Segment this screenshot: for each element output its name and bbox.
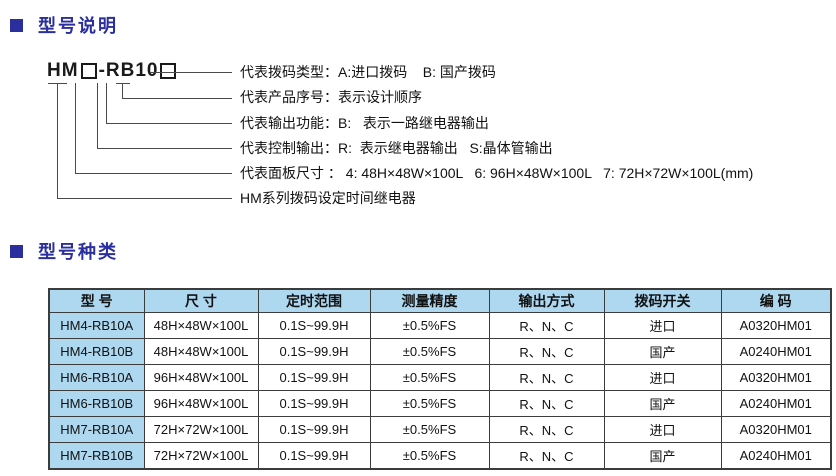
table-cell: 国产 — [603, 338, 722, 365]
table-cell: A0240HM01 — [720, 338, 832, 365]
connector-line — [122, 98, 232, 99]
table-cell: R、N、C — [488, 442, 605, 470]
table-cell: A0240HM01 — [720, 390, 832, 417]
table-cell: ±0.5%FS — [369, 416, 490, 443]
section-bullet-icon — [10, 244, 23, 258]
column-header: 编 码 — [720, 288, 832, 313]
column-header: 定时范围 — [257, 288, 371, 313]
table-cell: ±0.5%FS — [369, 312, 490, 339]
table-cell: R、N、C — [488, 338, 605, 365]
table-cell: 72H×72W×100L — [143, 416, 259, 443]
table-cell: 72H×72W×100L — [143, 442, 259, 470]
model-number-cell: HM7-RB10A — [48, 416, 145, 443]
header-row: 型 号尺 寸定时范围 测量精度 输出方式 拨码开关编 码 — [48, 288, 832, 313]
table-cell: R、N、C — [488, 312, 605, 339]
connector-line — [57, 198, 232, 199]
table-body: HM4-RB10A 48H×48W×100L 0.1S~99.9H ±0.5%FS R、… — [48, 312, 832, 470]
table-cell: 0.1S~99.9H — [257, 416, 371, 443]
table-row: HM7-RB10A 72H×72W×100L 0.1S~99.9H ±0.5%FS R、… — [48, 416, 832, 443]
model-number-cell: HM6-RB10A — [48, 364, 145, 391]
model-box-dial-type — [160, 63, 177, 79]
model-code: HM -RB10 — [47, 60, 178, 81]
table-row: HM4-RB10B 48H×48W×100L 0.1S~99.9H ±0.5%FS R、… — [48, 338, 832, 365]
table-row: HM4-RB10A 48H×48W×100L 0.1S~99.9H ±0.5%FS R、… — [48, 312, 832, 339]
model-types-table: 型 号尺 寸定时范围 测量精度 输出方式 拨码开关编 码 HM4-RB10A 48H×4… — [48, 288, 832, 470]
table-row: HM6-RB10A 96H×48W×100L 0.1S~99.9H ±0.5%FS R、… — [48, 364, 832, 391]
model-number-cell: HM6-RB10B — [48, 390, 145, 417]
connector-bar — [116, 83, 130, 84]
section-header-model-types: 型号种类 — [10, 238, 118, 264]
column-header: 拨码开关 — [603, 288, 722, 313]
column-header: 尺 寸 — [143, 288, 259, 313]
table-cell: 0.1S~99.9H — [257, 338, 371, 365]
table-cell: 0.1S~99.9H — [257, 312, 371, 339]
table-head: 型 号尺 寸定时范围 测量精度 输出方式 拨码开关编 码 — [48, 288, 832, 313]
section-header-model-description: 型号说明 — [10, 12, 118, 38]
model-number-cell: HM7-RB10B — [48, 442, 145, 470]
annotation-series-name: HM系列拨码设定时间继电器 — [240, 190, 416, 206]
table-cell: 进口 — [603, 364, 722, 391]
annotation-control-output: 代表控制输出：R: 表示继电器输出 S:晶体管输出 — [240, 140, 553, 156]
annotation-product-serial: 代表产品序号：表示设计顺序 — [240, 89, 422, 105]
table-cell: A0320HM01 — [720, 416, 832, 443]
connector-line — [122, 83, 123, 98]
table-cell: 0.1S~99.9H — [257, 442, 371, 470]
connector-line — [150, 72, 232, 73]
table-cell: 96H×48W×100L — [143, 390, 259, 417]
table-cell: A0240HM01 — [720, 442, 832, 470]
model-mid: -RB10 — [98, 60, 159, 81]
connector-line — [106, 123, 232, 124]
connector-line — [57, 83, 58, 198]
table-cell: A0320HM01 — [720, 364, 832, 391]
connector-line — [75, 83, 76, 173]
table-cell: R、N、C — [488, 416, 605, 443]
table-cell: ±0.5%FS — [369, 442, 490, 470]
table-cell: ±0.5%FS — [369, 364, 490, 391]
table-cell: ±0.5%FS — [369, 390, 490, 417]
model-prefix: HM — [47, 60, 79, 81]
table-row: HM7-RB10B 72H×72W×100L 0.1S~99.9H ±0.5%FS R、… — [48, 442, 832, 470]
section-title: 型号说明 — [38, 16, 118, 36]
model-number-cell: HM4-RB10B — [48, 338, 145, 365]
annotation-panel-size: 代表面板尺寸 ： 4: 48H×48W×100L 6: 96H×48W×100L… — [240, 165, 754, 181]
table-cell: 48H×48W×100L — [143, 338, 259, 365]
table-cell: A0320HM01 — [720, 312, 832, 339]
table-cell: ±0.5%FS — [369, 338, 490, 365]
table-cell: R、N、C — [488, 364, 605, 391]
column-header: 测量精度 — [369, 288, 490, 313]
connector-line — [97, 83, 98, 148]
table-cell: 0.1S~99.9H — [257, 390, 371, 417]
connector-line — [75, 173, 232, 174]
table-cell: R、N、C — [488, 390, 605, 417]
column-header: 输出方式 — [488, 288, 605, 313]
model-number-cell: HM4-RB10A — [48, 312, 145, 339]
section-bullet-icon — [10, 18, 23, 32]
table-cell: 进口 — [603, 416, 722, 443]
table-cell: 国产 — [603, 442, 722, 470]
table-row: HM6-RB10B 96H×48W×100L 0.1S~99.9H ±0.5%FS R、… — [48, 390, 832, 417]
annotation-dial-type: 代表拨码类型：A:进口拨码 B: 国产拨码 — [240, 64, 496, 80]
table-cell: 国产 — [603, 390, 722, 417]
table-cell: 96H×48W×100L — [143, 364, 259, 391]
table-cell: 48H×48W×100L — [143, 312, 259, 339]
section-title: 型号种类 — [38, 242, 118, 262]
table-cell: 进口 — [603, 312, 722, 339]
connector-line — [97, 148, 232, 149]
table-cell: 0.1S~99.9H — [257, 364, 371, 391]
model-box-panel-size — [80, 63, 97, 79]
annotation-output-function: 代表输出功能：B: 表示一路继电器输出 — [240, 115, 489, 131]
column-header: 型 号 — [48, 288, 145, 313]
connector-line — [106, 83, 107, 123]
